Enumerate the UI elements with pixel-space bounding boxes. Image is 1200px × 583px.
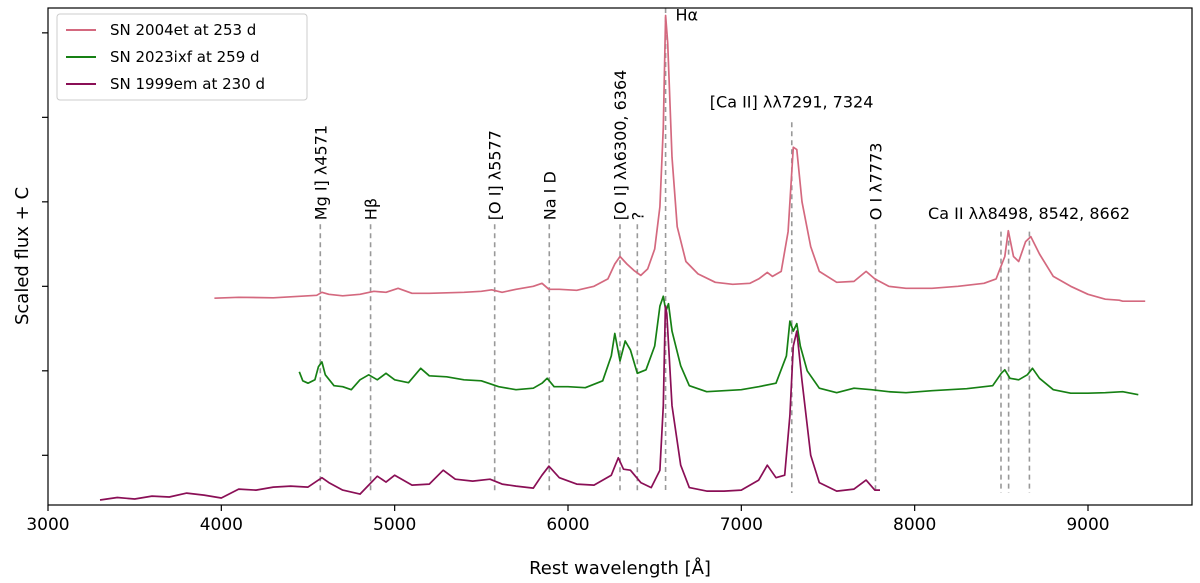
y-axis-ticks (42, 32, 48, 456)
vline-label-5577: [O I] λ5577 (486, 130, 505, 220)
x-tick-label-4000: 4000 (200, 515, 243, 535)
series-line-0 (214, 14, 1146, 303)
spectrum-series (99, 14, 1146, 501)
annotation-0: Hα (675, 5, 698, 24)
x-tick-label-5000: 5000 (373, 515, 416, 535)
legend-label-0: SN 2004et at 253 d (110, 21, 256, 39)
legend: SN 2004et at 253 d SN 2023ixf at 259 d SN … (56, 13, 308, 101)
plot-area-frame (47, 7, 1193, 506)
annotation-2: Ca II λλ8498, 8542, 8662 (928, 204, 1130, 223)
vline-label-5892: Na I D (540, 171, 559, 220)
x-axis-ticks: 3000 4000 5000 6000 7000 8000 9000 (26, 505, 1110, 535)
line-identification-labels: Mg I] λ4571 Hβ [O I] λ5577 Na I D [O I] λλ63… (311, 5, 1130, 223)
x-tick-label-8000: 8000 (893, 515, 936, 535)
legend-label-1: SN 2023ixf at 259 d (110, 48, 260, 66)
annotation-1: [Ca II] λλ7291, 7324 (710, 92, 874, 111)
x-tick-label-6000: 6000 (546, 515, 589, 535)
x-tick-label-9000: 9000 (1066, 515, 1109, 535)
legend-label-2: SN 1999em at 230 d (110, 75, 265, 93)
vline-label-6400: ? (628, 212, 647, 221)
vline-label-7774: O I λ7773 (866, 143, 885, 221)
x-axis-label: Rest wavelength [Å] (529, 557, 711, 579)
legend-box (56, 13, 308, 101)
series-line-1 (298, 295, 1139, 396)
y-axis-label: Scaled flux + C (12, 187, 33, 325)
vline-label-6300: [O I] λλ6300, 6364 (611, 70, 630, 221)
vertical-marker-lines (319, 8, 1031, 493)
vline-label-4861: Hβ (362, 198, 381, 220)
x-tick-label-7000: 7000 (720, 515, 763, 535)
vline-label-4571: Mg I] λ4571 (311, 125, 330, 220)
x-tick-label-3000: 3000 (26, 515, 69, 535)
series-line-2 (99, 305, 880, 501)
